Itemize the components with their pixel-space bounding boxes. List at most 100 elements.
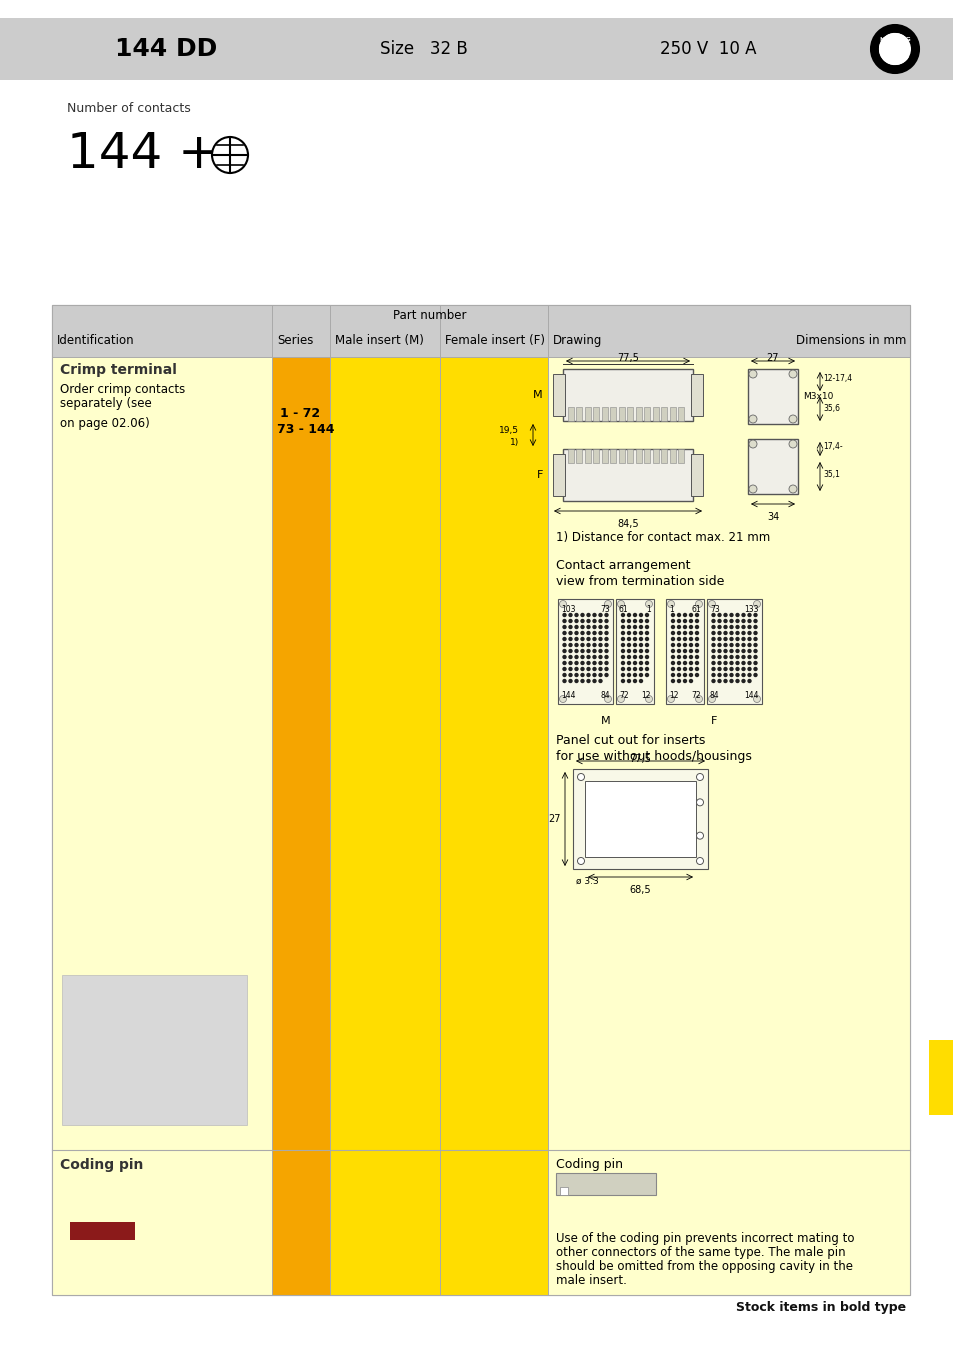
Circle shape <box>644 660 649 666</box>
Circle shape <box>620 660 624 666</box>
Circle shape <box>676 655 680 659</box>
Circle shape <box>620 625 624 629</box>
Circle shape <box>645 695 652 702</box>
Bar <box>567 406 574 421</box>
Circle shape <box>639 649 642 653</box>
Circle shape <box>711 649 715 653</box>
Circle shape <box>579 613 584 617</box>
Circle shape <box>670 618 675 624</box>
Circle shape <box>746 679 751 683</box>
Circle shape <box>586 660 590 666</box>
Circle shape <box>728 672 733 678</box>
Text: 72: 72 <box>691 691 700 701</box>
Circle shape <box>670 613 675 617</box>
Text: 12-17,4: 12-17,4 <box>822 374 851 383</box>
Bar <box>593 450 598 463</box>
Circle shape <box>574 672 578 678</box>
Circle shape <box>561 679 566 683</box>
Bar <box>593 406 598 421</box>
Circle shape <box>579 643 584 647</box>
Circle shape <box>711 613 715 617</box>
Circle shape <box>644 630 649 636</box>
Bar <box>547 1150 909 1295</box>
Circle shape <box>568 649 572 653</box>
Circle shape <box>620 637 624 641</box>
Circle shape <box>592 672 596 678</box>
Circle shape <box>753 601 760 608</box>
Circle shape <box>688 660 693 666</box>
Bar <box>660 450 667 463</box>
Circle shape <box>586 655 590 659</box>
Circle shape <box>735 649 739 653</box>
Circle shape <box>735 679 739 683</box>
Circle shape <box>603 625 608 629</box>
Circle shape <box>626 613 631 617</box>
Circle shape <box>574 637 578 641</box>
Circle shape <box>753 667 757 671</box>
Circle shape <box>722 667 727 671</box>
Circle shape <box>592 679 596 683</box>
Circle shape <box>753 672 757 678</box>
Text: 68,5: 68,5 <box>629 886 651 895</box>
Circle shape <box>577 774 584 780</box>
Bar <box>610 450 616 463</box>
Circle shape <box>561 643 566 647</box>
Circle shape <box>670 643 675 647</box>
Text: other connectors of the same type. The male pin: other connectors of the same type. The m… <box>556 1246 844 1260</box>
Circle shape <box>568 655 572 659</box>
Circle shape <box>735 630 739 636</box>
Circle shape <box>632 649 637 653</box>
Circle shape <box>748 370 757 378</box>
Bar <box>669 450 676 463</box>
Circle shape <box>639 679 642 683</box>
Circle shape <box>711 667 715 671</box>
Circle shape <box>670 672 675 678</box>
Circle shape <box>717 630 720 636</box>
Text: 73: 73 <box>709 605 719 614</box>
Circle shape <box>688 630 693 636</box>
Text: 35,1: 35,1 <box>822 470 839 478</box>
Bar <box>576 406 582 421</box>
Circle shape <box>577 857 584 864</box>
Circle shape <box>644 625 649 629</box>
Circle shape <box>694 618 699 624</box>
Circle shape <box>598 667 602 671</box>
Circle shape <box>746 660 751 666</box>
Text: should be omitted from the opposing cavity in the: should be omitted from the opposing cavi… <box>556 1260 852 1273</box>
Circle shape <box>682 613 686 617</box>
Circle shape <box>632 625 637 629</box>
Circle shape <box>568 660 572 666</box>
Circle shape <box>598 630 602 636</box>
Circle shape <box>722 643 727 647</box>
Circle shape <box>722 618 727 624</box>
Circle shape <box>579 618 584 624</box>
Circle shape <box>753 695 760 702</box>
Circle shape <box>670 625 675 629</box>
Text: 84: 84 <box>599 691 609 701</box>
Text: 144 +: 144 + <box>67 130 235 178</box>
Circle shape <box>626 667 631 671</box>
Circle shape <box>626 630 631 636</box>
Circle shape <box>626 618 631 624</box>
Circle shape <box>620 613 624 617</box>
Text: Identification: Identification <box>57 333 134 347</box>
Bar <box>558 599 613 703</box>
Circle shape <box>626 637 631 641</box>
Circle shape <box>728 649 733 653</box>
Circle shape <box>735 613 739 617</box>
Text: Contact arrangement: Contact arrangement <box>556 559 690 572</box>
Circle shape <box>574 667 578 671</box>
Circle shape <box>586 672 590 678</box>
Circle shape <box>740 655 745 659</box>
Circle shape <box>644 643 649 647</box>
Circle shape <box>696 799 702 806</box>
Circle shape <box>670 679 675 683</box>
Text: 84,5: 84,5 <box>617 518 639 529</box>
Circle shape <box>746 643 751 647</box>
Circle shape <box>632 613 637 617</box>
Circle shape <box>717 667 720 671</box>
Circle shape <box>561 667 566 671</box>
Text: F: F <box>710 716 717 726</box>
Circle shape <box>717 625 720 629</box>
Bar <box>665 599 703 703</box>
